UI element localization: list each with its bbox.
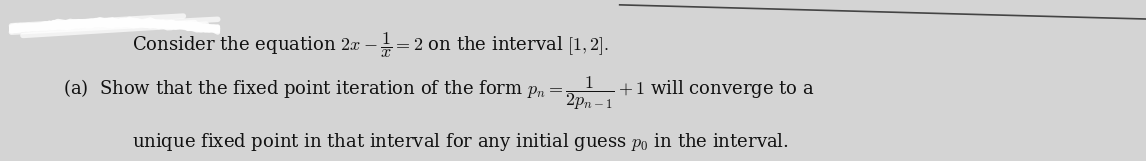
Text: (a)  Show that the fixed point iteration of the form $p_n = \dfrac{1}{2p_{n-1}} : (a) Show that the fixed point iteration … [63,75,815,112]
Text: Consider the equation $2x - \dfrac{1}{x} = 2$ on the interval $[1, 2].$: Consider the equation $2x - \dfrac{1}{x}… [132,30,609,60]
Text: unique fixed point in that interval for any initial guess $p_0$ in the interval.: unique fixed point in that interval for … [132,131,788,153]
